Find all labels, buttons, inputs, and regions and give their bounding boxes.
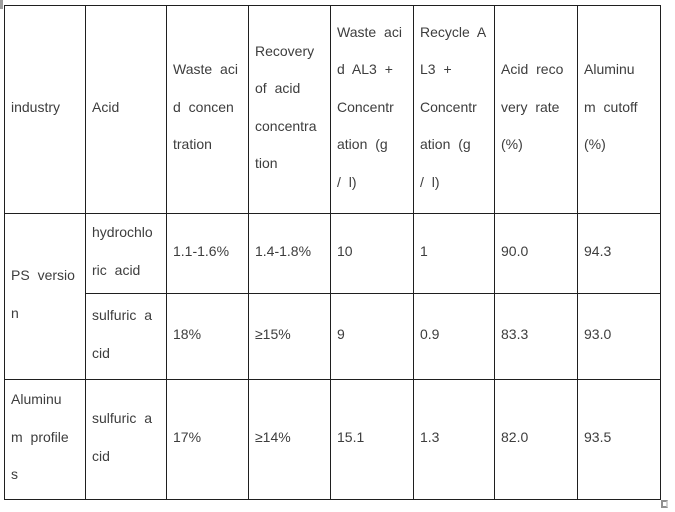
cell-acid-recovery-rate: 83.3: [494, 293, 578, 380]
acid-recovery-table: industry Acid Waste aci d concen tration R…: [4, 5, 661, 500]
cell-waste-acid-concentration: 1.1-1.6%: [166, 213, 249, 294]
column-header-acid: Acid: [85, 5, 167, 214]
column-header-recovery-of-acid-concentration: Recovery of acid concentra tion: [248, 5, 331, 214]
cell-text-line: / l): [420, 173, 440, 190]
cell-text-line: cid: [92, 447, 110, 464]
cell-text-line: industry: [11, 98, 61, 115]
cell-text-line: 90.0: [501, 242, 529, 259]
cell-text-line: tion: [255, 155, 278, 171]
cell-text-line: 15.1: [337, 428, 365, 445]
cell-acid-recovery-rate: 82.0: [494, 379, 578, 500]
cell-text-line: 94.3: [584, 242, 612, 259]
column-header-acid-recovery-rate: Acid reco very rate (%): [494, 5, 578, 214]
cell-text-line: 1.1-1.6%: [173, 242, 230, 259]
cell-text-line: 1: [420, 242, 428, 259]
cell-aluminum-cutoff: 94.3: [577, 213, 661, 294]
cell-text-line: L3 +: [420, 61, 452, 78]
cell-waste-acid-al3-concentration: 9: [330, 293, 414, 380]
cell-acid-hydrochloric: hydrochlo ric acid: [85, 213, 167, 294]
cell-text-line: 93.0: [584, 325, 612, 342]
cell-text-line: Acid: [92, 98, 120, 115]
cell-text-line: ric acid: [92, 261, 141, 278]
cell-text-line: Aluminu: [584, 61, 635, 78]
cell-text-line: sulfuric a: [92, 410, 153, 426]
cell-waste-acid-concentration: 18%: [166, 293, 249, 380]
cell-text-line: sulfuric a: [92, 307, 153, 323]
cell-acid-sulfuric: sulfuric a cid: [85, 379, 167, 500]
cell-text-line: n: [11, 304, 19, 321]
cell-text-line: 9: [337, 325, 345, 342]
cell-text-line: 10: [337, 242, 353, 259]
cell-waste-acid-al3-concentration: 10: [330, 213, 414, 294]
cell-text-line: / l): [337, 173, 357, 190]
cell-text-line: Acid reco: [501, 61, 564, 78]
cell-text-line: 18%: [173, 325, 202, 342]
cell-text-line: ≥15%: [255, 325, 291, 342]
cell-text-line: ation (g: [420, 136, 471, 153]
cell-text-line: tration: [173, 136, 212, 153]
cell-text-line: d concen: [173, 98, 234, 115]
table-header-row: industry Acid Waste aci d concen tration R…: [4, 5, 661, 214]
cell-text-line: Concentr: [420, 98, 477, 115]
column-header-waste-acid-al3-concentration: Waste aci d AL3 + Concentr ation (g / l): [330, 5, 414, 214]
cell-text-line: 82.0: [501, 428, 529, 445]
cell-waste-acid-concentration: 17%: [166, 379, 249, 500]
cell-text-line: Aluminu: [11, 391, 62, 408]
cell-recovery-of-acid-concentration: 1.4-1.8%: [248, 213, 331, 294]
cell-recycle-al3-concentration: 1.3: [413, 379, 495, 500]
cell-text-line: 83.3: [501, 325, 529, 342]
column-header-industry: industry: [4, 5, 86, 214]
table-row-aluminum-profiles-sulfuric: Aluminu m profile s sulfuric a cid 17% ≥14%…: [4, 379, 661, 500]
column-header-recycle-al3-concentration: Recycle A L3 + Concentr ation (g / l): [413, 5, 495, 214]
cell-recovery-of-acid-concentration: ≥14%: [248, 379, 331, 500]
page-corner-artifact-top-left: [0, 0, 3, 9]
cell-text-line: concentra: [255, 117, 317, 134]
cell-recycle-al3-concentration: 0.9: [413, 293, 495, 380]
cell-text-line: very rate: [501, 98, 560, 115]
cell-industry-ps-version: PS versio n: [4, 213, 86, 380]
cell-text-line: hydrochlo: [92, 224, 153, 240]
cell-text-line: 1.4-1.8%: [255, 242, 312, 259]
cell-text-line: ation (g: [337, 136, 388, 153]
cell-recycle-al3-concentration: 1: [413, 213, 495, 294]
cell-aluminum-cutoff: 93.0: [577, 293, 661, 380]
column-header-aluminum-cutoff: Aluminu m cutoff (%): [577, 5, 661, 214]
cell-text-line: 1.3: [420, 428, 440, 445]
cell-text-line: of acid: [255, 80, 301, 96]
table-row-ps-version-hydrochloric: PS versio n hydrochlo ric acid 1.1-1.6% 1.…: [4, 213, 661, 380]
page-corner-artifact-bottom-right: [661, 500, 668, 508]
cell-text-line: Recovery: [255, 42, 315, 59]
table-row-ps-version-sulfuric: sulfuric a cid 18% ≥15% 9 0.9 83.3 93.0: [5, 293, 661, 380]
cell-text-line: (%): [584, 136, 606, 153]
cell-text-line: m profile: [11, 428, 69, 445]
cell-recovery-of-acid-concentration: ≥15%: [248, 293, 331, 380]
cell-text-line: cid: [92, 344, 110, 361]
cell-text-line: Concentr: [337, 98, 394, 115]
cell-text-line: Waste aci: [173, 61, 238, 78]
cell-text-line: m cutoff: [584, 98, 638, 115]
cell-text-line: s: [11, 466, 18, 483]
cell-industry-aluminum-profiles: Aluminu m profile s: [4, 379, 86, 500]
cell-text-line: PS versio: [11, 267, 75, 283]
column-header-waste-acid-concentration: Waste aci d concen tration: [166, 5, 249, 214]
cell-text-line: 93.5: [584, 428, 612, 445]
cell-text-line: Recycle A: [420, 23, 487, 40]
cell-text-line: d AL3 +: [337, 61, 393, 78]
cell-text-line: 0.9: [420, 325, 440, 342]
cell-aluminum-cutoff: 93.5: [577, 379, 661, 500]
cell-acid-sulfuric: sulfuric a cid: [85, 293, 167, 380]
cell-text-line: (%): [501, 136, 523, 153]
cell-text-line: ≥14%: [255, 428, 291, 445]
cell-text-line: Waste aci: [337, 23, 402, 40]
cell-text-line: 17%: [173, 428, 202, 445]
cell-waste-acid-al3-concentration: 15.1: [330, 379, 414, 500]
cell-acid-recovery-rate: 90.0: [494, 213, 578, 294]
